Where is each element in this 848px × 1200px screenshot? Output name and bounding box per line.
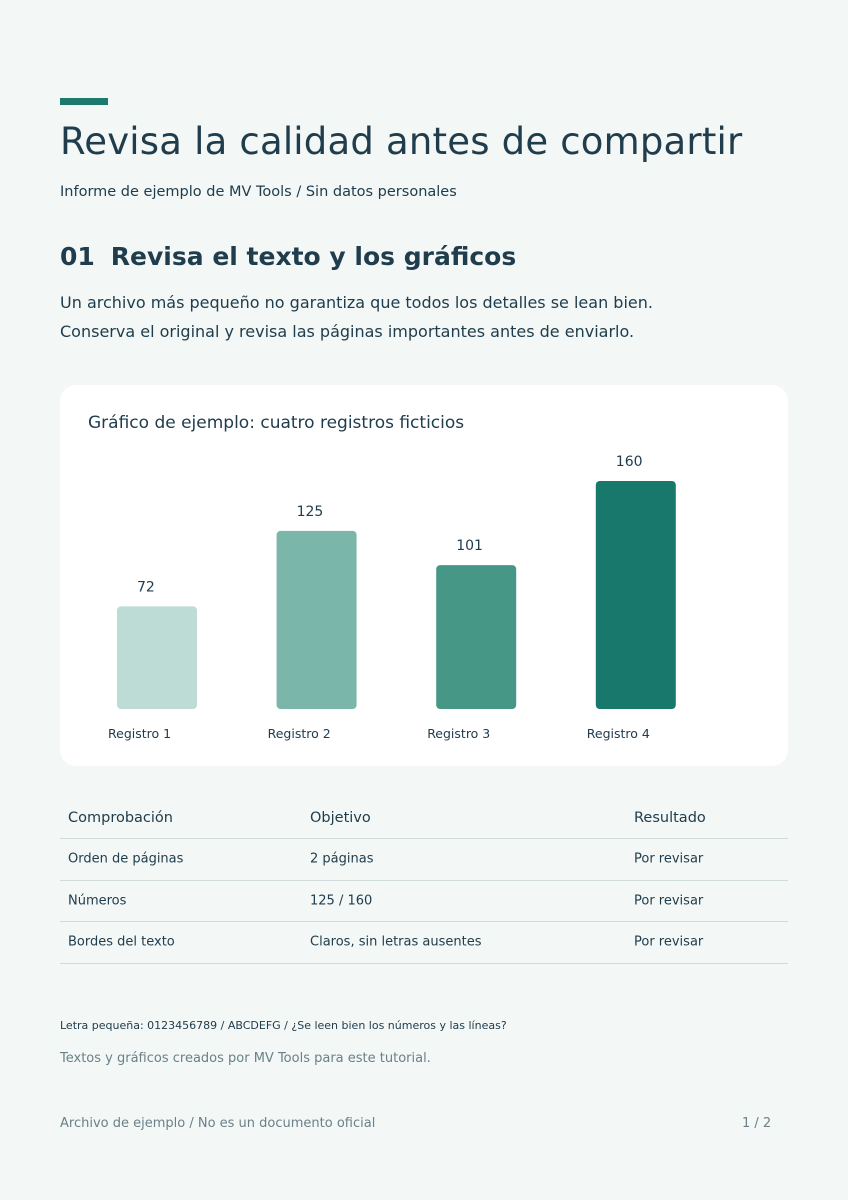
chart-data-label: 125 [297,504,324,520]
bar-chart: 72 Registro 1 125 Registro 2 101 Registro 3 16… [108,454,676,741]
page-subtitle: Informe de ejemplo de MV Tools / Sin dat… [60,184,457,200]
chart-category-label: Registro 4 [587,726,650,741]
section-title: Revisa el texto y los gráficos [110,242,517,271]
small-print-sample: Letra pequeña: 0123456789 / ABCDEFG / ¿S… [60,1019,507,1032]
table-header-cell: Objetivo [310,810,371,826]
table-cell: 125 / 160 [310,893,373,909]
table-cell: 2 páginas [310,851,374,867]
chart-card: Gráfico de ejemplo: cuatro registros fic… [60,385,788,766]
table-header-row: Comprobación Objetivo Resultado [60,798,788,839]
chart-data-label: 101 [456,538,483,554]
footer-note: Archivo de ejemplo / No es un documento … [60,1116,376,1131]
credit-note: Textos y gráficos creados por MV Tools p… [60,1051,431,1066]
page-title: Revisa la calidad antes de compartir [60,120,743,163]
chart-category-label: Registro 2 [268,726,331,741]
section-number: 01 [60,242,95,271]
table-cell: Claros, sin letras ausentes [310,934,482,950]
chart-category-label: Registro 3 [427,726,490,741]
table-cell: Por revisar [634,851,704,867]
table-row: Orden de páginas 2 páginas Por revisar [60,839,788,881]
chart-bar [595,481,676,709]
table-cell: Orden de páginas [68,851,184,867]
accent-bar [60,98,108,105]
table-cell: Por revisar [634,934,704,950]
chart-bar [276,530,357,709]
paragraph-line-1: Un archivo más pequeño no garantiza que … [60,293,653,312]
chart-bar [436,565,517,709]
chart-title: Gráfico de ejemplo: cuatro registros fic… [88,413,465,433]
section-heading: 01 Revisa el texto y los gráficos [60,242,516,271]
page-number: 1 / 2 [742,1116,772,1131]
table-header-cell: Resultado [634,810,706,826]
table-cell: Números [68,893,127,909]
chart-data-label: 72 [137,579,155,595]
paragraph-line-2: Conserva el original y revisa las página… [60,322,635,341]
chart-bar [117,606,197,709]
table-row: Bordes del texto Claros, sin letras ause… [60,922,788,964]
checks-table: Comprobación Objetivo Resultado Orden de… [60,798,788,964]
table-cell: Bordes del texto [68,934,175,950]
chart-category-label: Registro 1 [108,726,171,741]
table-header-cell: Comprobación [68,810,173,826]
chart-data-label: 160 [616,454,643,470]
table-row: Números 125 / 160 Por revisar [60,881,788,922]
table-cell: Por revisar [634,893,704,909]
